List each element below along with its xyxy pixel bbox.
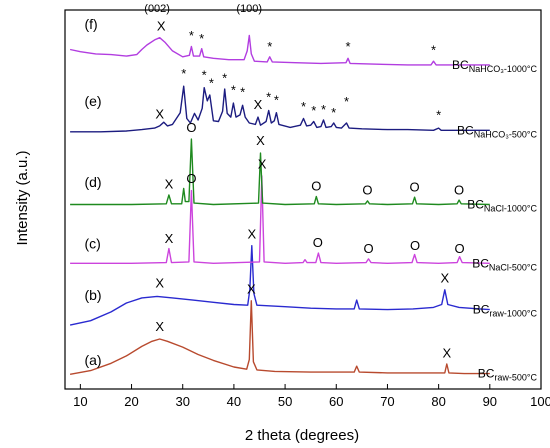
series-line-b: [69, 244, 490, 326]
series-line-e: [70, 85, 490, 133]
peak-marker: X: [247, 281, 256, 296]
sample-label-sub: NaHCO₃-1000°C: [469, 64, 538, 74]
peak-marker: O: [311, 179, 321, 194]
peak-marker: X: [440, 270, 449, 285]
sample-label-main: BC: [472, 256, 489, 270]
sample-label-sub: NaCl-1000°C: [484, 204, 538, 214]
x-axis-title: 2 theta (degrees): [245, 427, 359, 444]
panel-label: (d): [84, 174, 101, 190]
x-tick-label: 70: [380, 394, 394, 409]
peak-marker: X: [247, 226, 256, 241]
sample-label-sub: raw-500°C: [494, 373, 537, 383]
peak-marker: O: [454, 182, 464, 197]
panel-label: (c): [84, 236, 100, 252]
sample-label-b: BCraw-1000°C: [473, 303, 538, 319]
peak-marker: X: [155, 276, 164, 291]
panel-label: (e): [84, 93, 101, 109]
x-tick-label: 80: [431, 394, 445, 409]
peak-marker: *: [436, 107, 441, 122]
hkl-label: (100): [236, 3, 262, 15]
peak-marker: *: [209, 76, 214, 91]
sample-label-c: BCNaCl-500°C: [472, 256, 537, 272]
sample-label-e: BCNaHCO₃-500°C: [457, 123, 537, 139]
peak-marker: X: [165, 231, 174, 246]
series-line-d: [70, 138, 490, 206]
sample-label-a: BCraw-500°C: [478, 367, 538, 383]
peak-marker: X: [254, 97, 263, 112]
peak-marker: O: [410, 238, 420, 253]
sample-label-sub: raw-1000°C: [489, 309, 537, 319]
peak-marker: *: [222, 71, 227, 86]
peak-marker: O: [362, 182, 372, 197]
peak-marker: O: [186, 171, 196, 186]
sample-label-sub: NaHCO₃-500°C: [474, 129, 538, 139]
peak-marker: *: [274, 93, 279, 108]
peak-marker: O: [186, 120, 196, 135]
peak-marker: *: [431, 43, 436, 58]
peak-marker: X: [155, 319, 164, 334]
peak-marker: *: [301, 99, 306, 114]
x-axis-ticks: 10 20 30 40 50 60 70 80 90 100: [73, 384, 550, 409]
x-tick-label: 30: [175, 394, 189, 409]
peak-marker: *: [321, 102, 326, 117]
x-tick-label: 50: [278, 394, 292, 409]
sample-label-f: BCNaHCO₃-1000°C: [452, 58, 537, 74]
peak-marker: X: [442, 345, 451, 360]
series-line-c: [70, 175, 490, 264]
x-tick-label: 60: [329, 394, 343, 409]
series-line-a: [69, 300, 490, 375]
peak-marker: O: [363, 241, 373, 256]
peak-marker: *: [189, 28, 194, 43]
peak-marker: X: [157, 18, 166, 33]
peak-marker: X: [258, 157, 267, 172]
sample-label-main: BC: [452, 58, 469, 72]
peak-marker: *: [311, 103, 316, 118]
x-tick-label: 90: [483, 394, 497, 409]
x-tick-label: 40: [227, 394, 241, 409]
peak-marker: *: [202, 68, 207, 83]
sample-label-main: BC: [473, 303, 490, 317]
y-axis-title: Intensity (a.u.): [14, 150, 31, 245]
sample-label-main: BC: [467, 198, 484, 212]
peak-marker: O: [313, 235, 323, 250]
peak-marker: *: [199, 31, 204, 46]
series-layer: [69, 34, 490, 375]
sample-label-sub: NaCl-500°C: [489, 262, 538, 272]
sample-label-d: BCNaCl-1000°C: [467, 198, 537, 214]
panel-label: (b): [84, 287, 101, 303]
peak-marker: *: [344, 94, 349, 109]
peak-marker: *: [331, 105, 336, 120]
peak-marker: X: [165, 176, 174, 191]
panel-label: (a): [84, 352, 101, 368]
sample-label-main: BC: [478, 367, 495, 381]
x-tick-label: 20: [124, 394, 138, 409]
plot-frame: [64, 9, 542, 390]
sample-labels: BCraw-500°CBCraw-1000°CBCNaCl-500°CBCNaC…: [452, 58, 537, 383]
peak-marker: O: [455, 241, 465, 256]
peak-marker: *: [346, 39, 351, 54]
peak-marker: X: [256, 133, 265, 148]
peak-marker: *: [266, 90, 271, 105]
sample-label-main: BC: [457, 123, 474, 137]
peak-marker: *: [181, 66, 186, 81]
peak-marker: X: [155, 107, 164, 122]
panel-label: (f): [84, 16, 97, 32]
hkl-label: (002): [144, 3, 170, 15]
x-tick-label: 10: [73, 394, 87, 409]
peak-marker: *: [267, 39, 272, 54]
series-line-f: [69, 34, 490, 66]
peak-marker: *: [240, 84, 245, 99]
peak-marker: O: [410, 179, 420, 194]
peak-marker: *: [231, 82, 236, 97]
x-tick-label: 100: [530, 394, 550, 409]
